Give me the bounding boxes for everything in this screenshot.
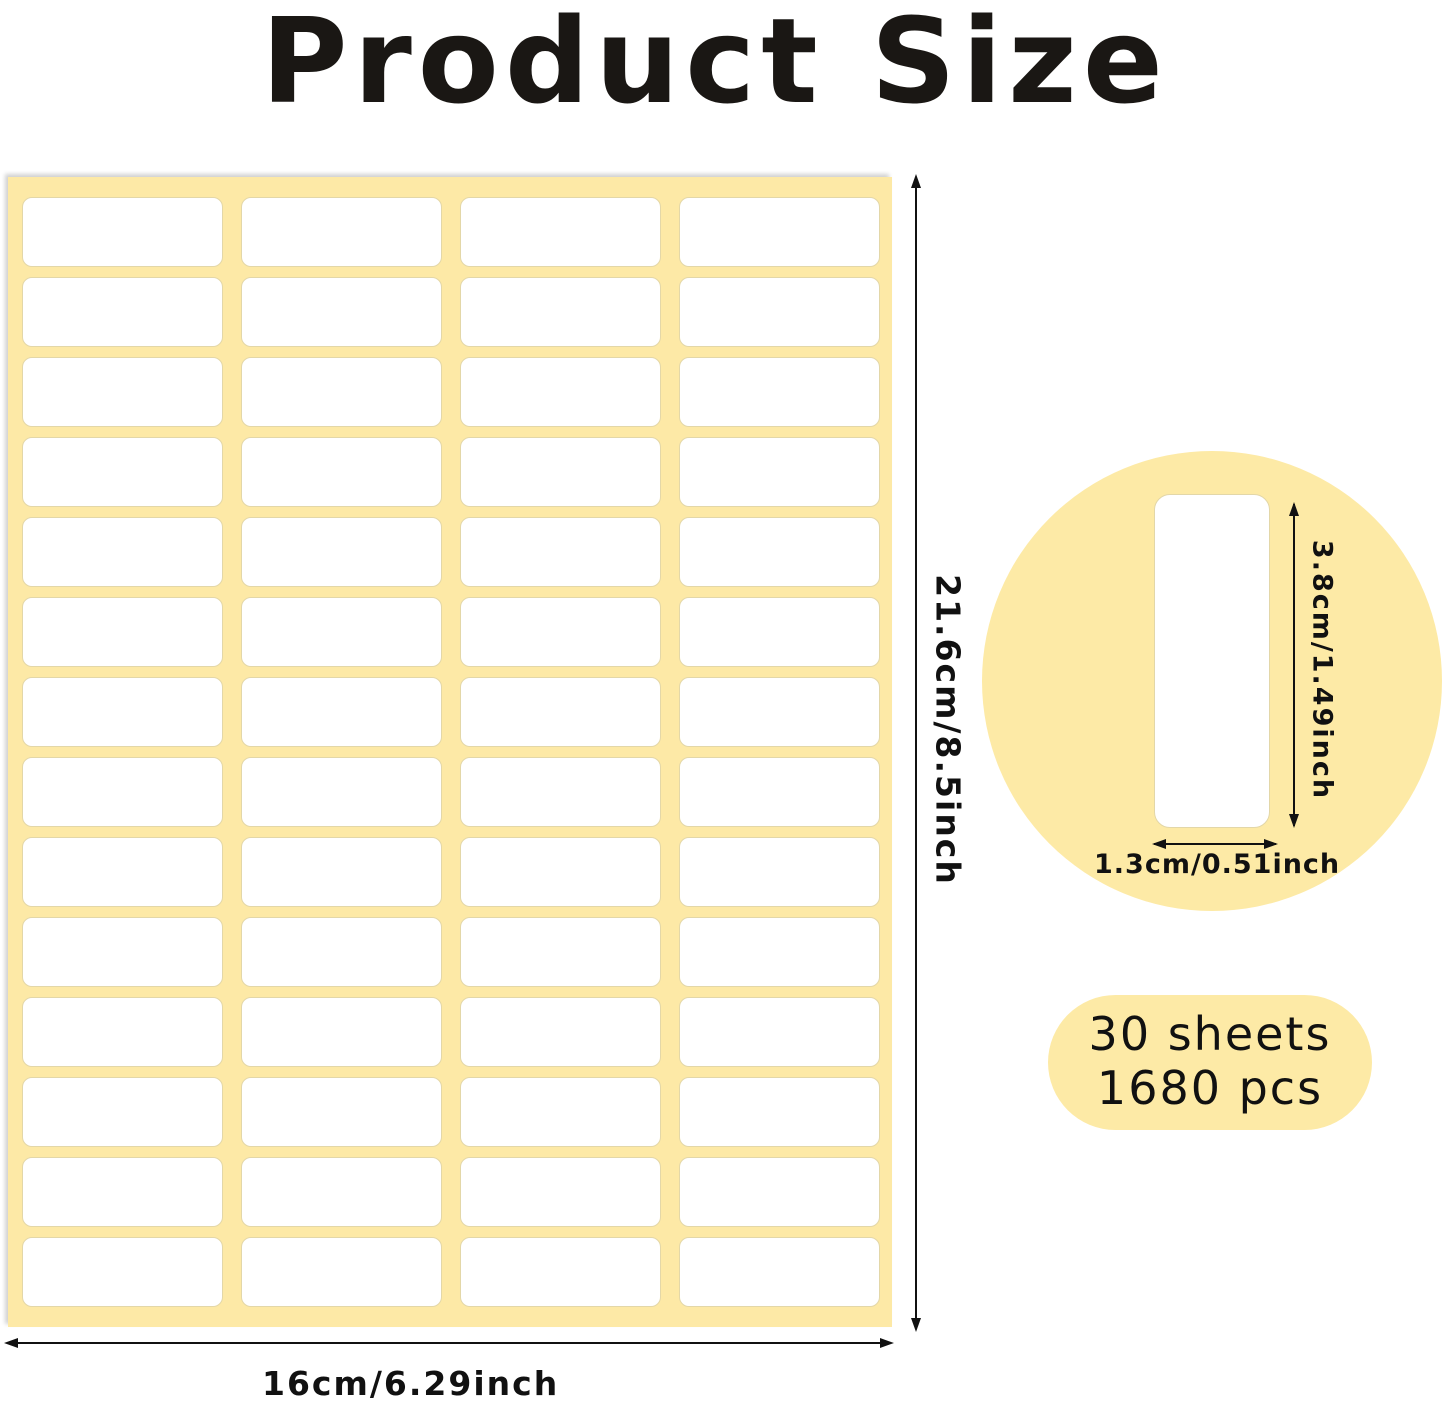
sticker-label [460, 437, 661, 507]
label-sheet [8, 177, 892, 1327]
sticker-label [241, 677, 442, 747]
sticker-label [22, 197, 223, 267]
sticker-label [679, 1237, 880, 1307]
quantity-badge: 30 sheets 1680 pcs [1048, 995, 1372, 1130]
sticker-label [241, 517, 442, 587]
sticker-label [679, 277, 880, 347]
sticker-label [241, 597, 442, 667]
sticker-label [241, 757, 442, 827]
sticker-label [679, 837, 880, 907]
sticker-label [679, 197, 880, 267]
sticker-label [679, 757, 880, 827]
sticker-label [679, 997, 880, 1067]
sticker-label [241, 197, 442, 267]
sticker-label [22, 757, 223, 827]
sticker-label [241, 1157, 442, 1227]
sticker-label [460, 517, 661, 587]
sticker-label [22, 517, 223, 587]
page-title: Product Size [261, 0, 1169, 130]
sticker-label [679, 917, 880, 987]
height-arrow [915, 180, 917, 1328]
sticker-label [679, 1077, 880, 1147]
sticker-label [22, 997, 223, 1067]
sticker-label [679, 677, 880, 747]
sticker-label [22, 357, 223, 427]
sticker-label [679, 1157, 880, 1227]
sticker-label [460, 197, 661, 267]
single-height-arrow [1289, 502, 1299, 828]
sticker-label [22, 277, 223, 347]
sticker-label [22, 1077, 223, 1147]
single-label [1154, 494, 1270, 828]
sticker-label [22, 837, 223, 907]
sticker-label [460, 1077, 661, 1147]
sticker-label [679, 357, 880, 427]
sticker-label [460, 757, 661, 827]
sticker-label [460, 277, 661, 347]
sticker-label [241, 837, 442, 907]
sticker-label [460, 1157, 661, 1227]
sticker-label [22, 917, 223, 987]
sticker-label [460, 357, 661, 427]
sheet-width-label: 16cm/6.29inch [262, 1364, 560, 1403]
single-width-arrow [1152, 839, 1278, 849]
sticker-label [241, 277, 442, 347]
sticker-label [241, 1077, 442, 1147]
sticker-label [241, 437, 442, 507]
sticker-label [460, 597, 661, 667]
sticker-label [22, 677, 223, 747]
sticker-label [679, 437, 880, 507]
sticker-label [22, 437, 223, 507]
sheet-height-label: 21.6cm/8.5inch [928, 574, 968, 886]
sticker-label [460, 677, 661, 747]
width-arrowheads [4, 1338, 894, 1348]
sheets-count: 30 sheets [1088, 1007, 1332, 1061]
single-width-label: 1.3cm/0.51inch [1094, 849, 1341, 880]
sticker-label [679, 597, 880, 667]
sticker-label [22, 597, 223, 667]
sticker-label [460, 837, 661, 907]
sticker-label [241, 357, 442, 427]
width-arrow [10, 1342, 890, 1344]
single-height-label: 3.8cm/1.49inch [1306, 539, 1338, 801]
sticker-label [241, 917, 442, 987]
sticker-label [22, 1237, 223, 1307]
sticker-label [22, 1157, 223, 1227]
sticker-label [679, 517, 880, 587]
sticker-label [460, 997, 661, 1067]
sticker-label [460, 1237, 661, 1307]
sticker-label [460, 917, 661, 987]
sticker-label [241, 997, 442, 1067]
pieces-count: 1680 pcs [1096, 1061, 1324, 1115]
height-arrowheads [911, 174, 921, 1332]
sticker-label [241, 1237, 442, 1307]
